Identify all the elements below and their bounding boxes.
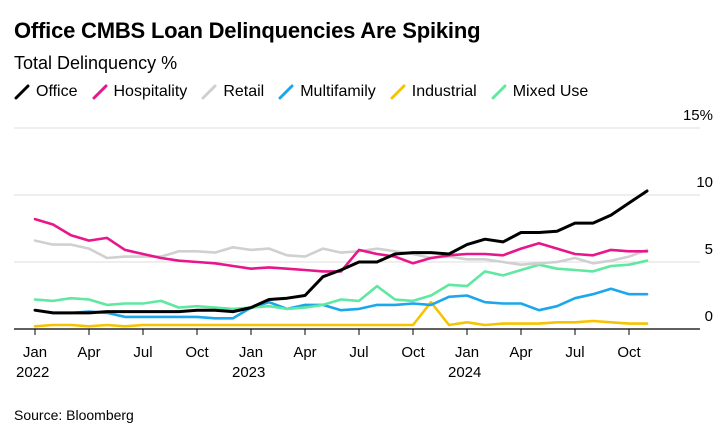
x-tick-label: Jul [565,344,584,361]
legend-label-industrial: Industrial [411,83,477,100]
x-axis-ticks: Jan 2022 Apr Jul Oct Jan 2023 Apr Jul Oct Jan 2024 A… [16,329,641,381]
legend-swatch-office [14,84,30,100]
series-lines [33,189,649,328]
legend-item-office: Office [14,83,78,101]
legend-swatch-hospitality [92,84,107,100]
x-tick-label: Jul [349,344,368,361]
series-line-retail [33,239,649,267]
x-year-label: 2022 [16,364,49,381]
x-tick-label: Jan [23,344,47,361]
legend-label-retail: Retail [223,83,265,100]
x-tick-label: Apr [293,344,316,361]
chart-subtitle: Total Delinquency % [14,53,178,73]
x-tick-label: Apr [77,344,100,361]
legend-swatch-mixed-use [491,84,507,100]
x-tick-label: Oct [401,344,425,361]
legend-label-office: Office [36,83,78,100]
x-tick-label: Jan [455,344,479,361]
x-tick-label: Oct [185,344,209,361]
legend: Office Hospitality Retail Multifamily In… [14,83,588,101]
source-note: Source: Bloomberg [14,407,134,423]
x-year-label: 2024 [448,364,481,381]
gridlines [14,127,700,330]
y-tick-label: 15% [683,107,713,124]
legend-item-multifamily: Multifamily [278,83,376,101]
legend-label-mixed-use: Mixed Use [512,83,589,100]
chart-title: Office CMBS Loan Delinquencies Are Spiki… [14,18,481,43]
x-year-label: 2023 [232,364,265,381]
x-tick-label: Apr [509,344,532,361]
legend-label-hospitality: Hospitality [113,83,188,100]
y-axis-ticks: 0 5 10 15% [683,107,713,325]
legend-swatch-industrial [390,84,406,100]
x-tick-label: Jan [239,344,263,361]
y-tick-label: 0 [705,308,713,325]
series-line-mixed-use [33,259,649,311]
legend-swatch-retail [201,84,217,100]
series-line-office [33,189,649,315]
legend-item-industrial: Industrial [390,83,477,101]
legend-item-retail: Retail [201,83,264,101]
y-tick-label: 5 [705,241,713,258]
x-tick-label: Jul [133,344,152,361]
series-line-hospitality [33,217,649,273]
x-tick-label: Oct [617,344,641,361]
legend-item-mixed-use: Mixed Use [491,83,589,101]
series-line-industrial [33,300,649,328]
legend-label-multifamily: Multifamily [300,83,376,100]
y-tick-label: 10 [696,174,713,191]
series-line-multifamily [33,287,649,320]
legend-item-hospitality: Hospitality [92,83,188,101]
legend-swatch-multifamily [278,84,294,100]
